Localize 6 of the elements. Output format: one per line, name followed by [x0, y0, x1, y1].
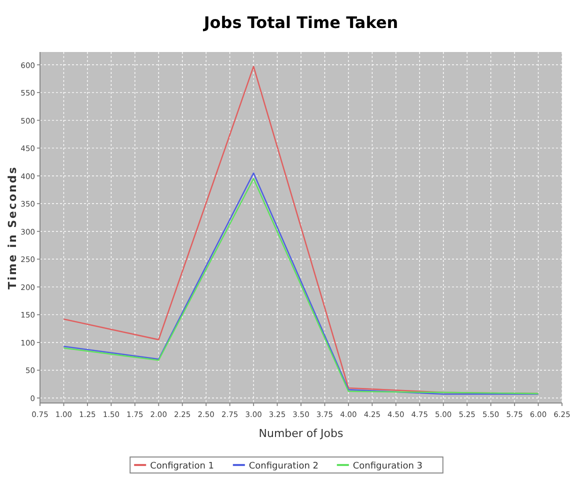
- legend-label: Configuration 2: [248, 462, 319, 472]
- y-axis-title: Time in Seconds: [6, 166, 19, 290]
- x-axis-title: Number of Jobs: [258, 427, 344, 440]
- legend-label: Configration 1: [150, 462, 214, 472]
- chart-title: Jobs Total Time Taken: [202, 13, 398, 32]
- legend-label: Configuration 3: [352, 462, 423, 472]
